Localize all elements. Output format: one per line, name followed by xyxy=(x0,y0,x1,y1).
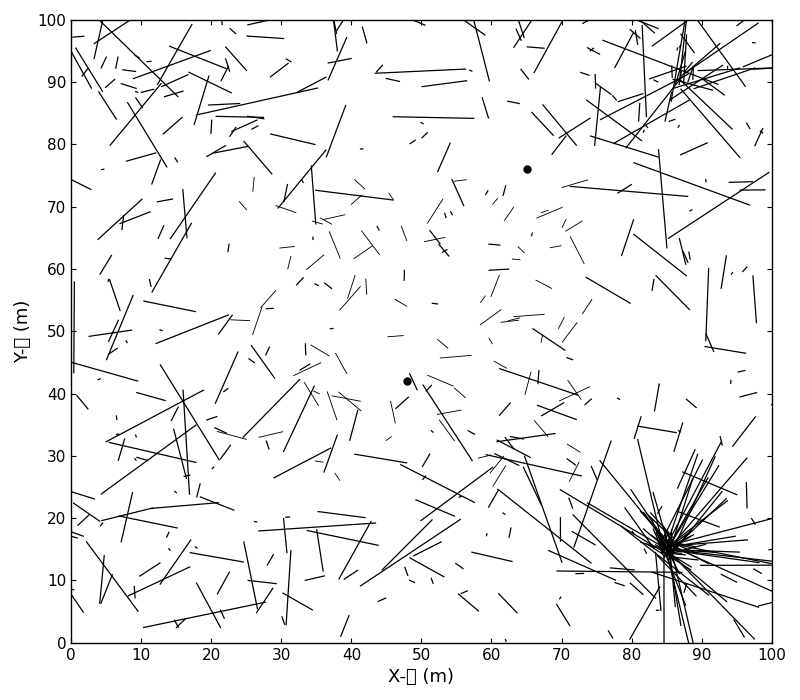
Y-axis label: Y-轴 (m): Y-轴 (m) xyxy=(14,300,32,363)
X-axis label: X-轴 (m): X-轴 (m) xyxy=(389,668,454,686)
